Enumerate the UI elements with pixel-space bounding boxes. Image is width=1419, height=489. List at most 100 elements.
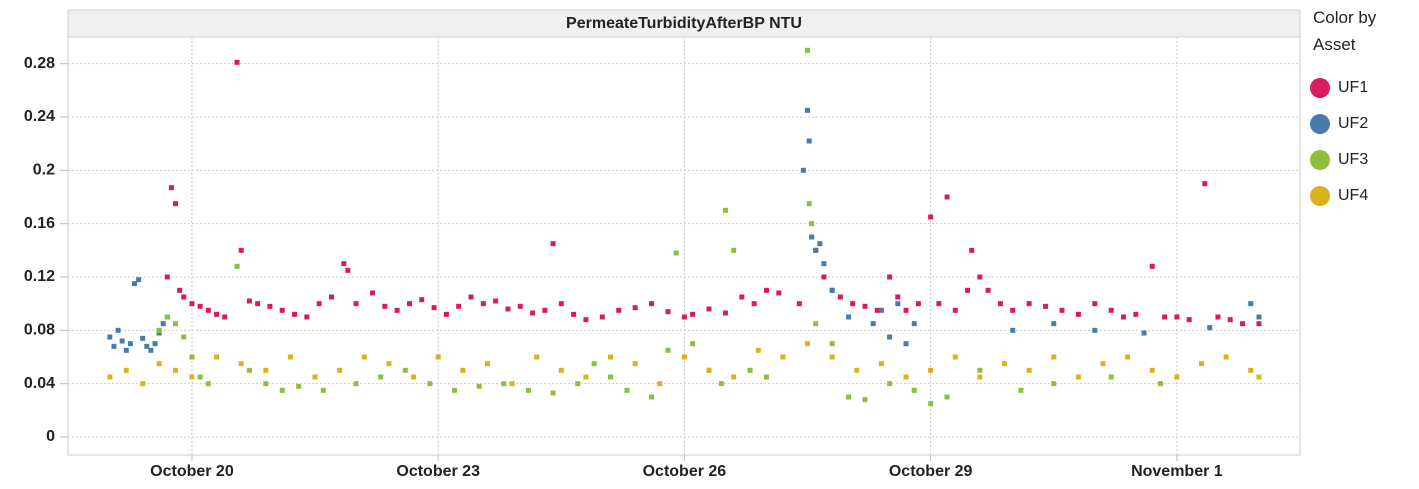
- point: [267, 303, 273, 309]
- point: [181, 294, 187, 300]
- point: [402, 367, 408, 373]
- point: [156, 327, 162, 333]
- point: [887, 274, 893, 280]
- title-band: [67, 9, 1301, 38]
- point: [829, 341, 835, 347]
- point: [911, 387, 917, 393]
- point: [140, 381, 146, 387]
- point: [624, 387, 630, 393]
- point: [255, 301, 261, 307]
- plot-frame: [67, 9, 1301, 456]
- point: [406, 301, 412, 307]
- point: [525, 387, 531, 393]
- point: [509, 381, 515, 387]
- point: [460, 367, 466, 373]
- point: [706, 367, 712, 373]
- point: [1207, 325, 1213, 331]
- point: [238, 247, 244, 253]
- point: [997, 301, 1003, 307]
- point: [353, 301, 359, 307]
- point: [911, 321, 917, 327]
- point: [952, 354, 958, 360]
- point: [530, 310, 536, 316]
- point: [238, 361, 244, 367]
- point: [821, 274, 827, 280]
- points: [107, 47, 1262, 407]
- point: [205, 381, 211, 387]
- point: [279, 307, 285, 313]
- point: [1100, 361, 1106, 367]
- point: [468, 294, 474, 300]
- point: [977, 367, 983, 373]
- point: [378, 374, 384, 380]
- point: [813, 321, 819, 327]
- point: [173, 201, 179, 207]
- point: [1051, 321, 1057, 327]
- point: [484, 361, 490, 367]
- point: [246, 367, 252, 373]
- point: [846, 314, 852, 320]
- point: [320, 387, 326, 393]
- point: [136, 277, 142, 283]
- point: [776, 290, 782, 296]
- point: [1051, 354, 1057, 360]
- point: [443, 311, 449, 317]
- y-tick-label: 0.2: [33, 162, 55, 179]
- x-tick-label: October 29: [889, 463, 973, 480]
- point: [977, 374, 983, 380]
- point: [809, 234, 815, 240]
- point: [304, 314, 310, 320]
- point: [690, 341, 696, 347]
- point: [370, 290, 376, 296]
- point: [862, 397, 868, 403]
- point: [665, 347, 671, 353]
- point: [681, 314, 687, 320]
- point: [115, 327, 121, 333]
- point: [690, 311, 696, 317]
- point: [870, 321, 876, 327]
- point: [657, 381, 663, 387]
- point: [969, 247, 975, 253]
- point: [160, 321, 166, 327]
- point: [887, 381, 893, 387]
- point: [806, 138, 812, 144]
- point: [632, 305, 638, 311]
- point: [1174, 374, 1180, 380]
- point: [1149, 263, 1155, 269]
- point: [829, 354, 835, 360]
- point: [189, 354, 195, 360]
- y-tick-label: 0.12: [24, 268, 55, 285]
- point: [144, 343, 150, 349]
- x-tick-label: October 26: [643, 463, 727, 480]
- point: [944, 394, 950, 400]
- point: [222, 314, 228, 320]
- point: [164, 314, 170, 320]
- point: [583, 374, 589, 380]
- x-tick-label: October 20: [150, 463, 234, 480]
- point: [1199, 361, 1205, 367]
- point: [903, 374, 909, 380]
- point: [164, 274, 170, 280]
- point: [874, 307, 880, 313]
- point: [177, 287, 183, 293]
- point: [292, 311, 298, 317]
- point: [915, 301, 921, 307]
- point: [131, 281, 137, 287]
- x-tick-label: October 23: [396, 463, 480, 480]
- point: [189, 374, 195, 380]
- point: [846, 394, 852, 400]
- point: [1248, 301, 1254, 307]
- point: [575, 381, 581, 387]
- point: [903, 341, 909, 347]
- point: [558, 301, 564, 307]
- point: [1149, 367, 1155, 373]
- point: [1133, 311, 1139, 317]
- point: [501, 381, 507, 387]
- point: [1174, 314, 1180, 320]
- point: [542, 307, 548, 313]
- point: [673, 250, 679, 256]
- point: [800, 167, 806, 173]
- point: [1223, 354, 1229, 360]
- point: [156, 361, 162, 367]
- point: [411, 374, 417, 380]
